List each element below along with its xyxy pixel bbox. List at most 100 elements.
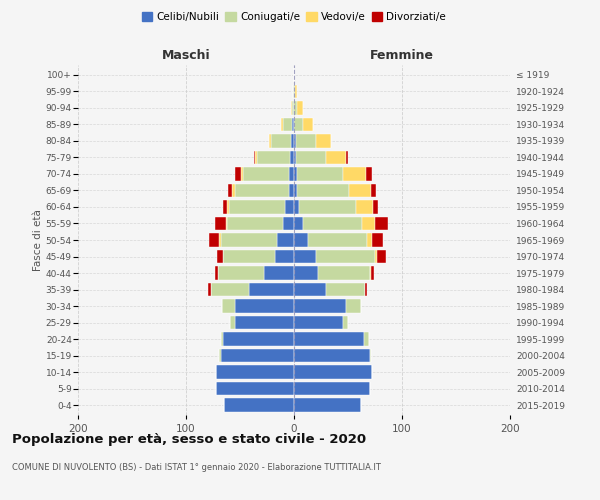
Bar [226, 216, 227, 230]
Bar [294, 118, 302, 131]
Bar [211, 283, 248, 296]
Bar [227, 216, 283, 230]
Bar [292, 101, 294, 114]
Bar [373, 200, 378, 214]
Bar [230, 316, 235, 330]
Bar [221, 300, 235, 313]
Bar [294, 382, 370, 396]
Bar [235, 167, 241, 180]
Bar [224, 398, 294, 412]
Bar [367, 233, 372, 247]
Bar [275, 250, 294, 264]
Bar [293, 84, 294, 98]
Bar [286, 200, 294, 214]
Bar [229, 200, 286, 214]
Bar [294, 349, 370, 362]
Bar [294, 84, 295, 98]
Bar [346, 150, 348, 164]
Bar [227, 200, 229, 214]
Bar [294, 184, 297, 197]
Text: COMUNE DI NUVOLENTO (BS) - Dati ISTAT 1° gennaio 2020 - Elaborazione TUTTITALIA.: COMUNE DI NUVOLENTO (BS) - Dati ISTAT 1°… [12, 462, 381, 471]
Bar [318, 266, 370, 280]
Bar [235, 300, 294, 313]
Bar [294, 300, 346, 313]
Bar [223, 250, 275, 264]
Bar [294, 266, 318, 280]
Bar [297, 101, 302, 114]
Bar [291, 134, 294, 147]
Bar [257, 150, 290, 164]
Bar [294, 398, 361, 412]
Bar [295, 84, 297, 98]
Bar [220, 349, 221, 362]
Bar [294, 283, 326, 296]
Bar [235, 184, 289, 197]
Bar [290, 150, 294, 164]
Bar [228, 184, 232, 197]
Bar [232, 184, 235, 197]
Bar [218, 266, 264, 280]
Y-axis label: Fasce di età: Fasce di età [33, 209, 43, 271]
Bar [271, 134, 291, 147]
Bar [375, 216, 388, 230]
Text: Popolazione per età, sesso e stato civile - 2020: Popolazione per età, sesso e stato civil… [12, 432, 366, 446]
Bar [343, 167, 367, 180]
Bar [223, 200, 227, 214]
Bar [294, 101, 297, 114]
Bar [217, 250, 223, 264]
Bar [364, 332, 368, 346]
Bar [283, 118, 292, 131]
Bar [221, 332, 223, 346]
Bar [294, 233, 308, 247]
Bar [241, 167, 243, 180]
Bar [365, 283, 367, 296]
Bar [297, 184, 349, 197]
Bar [370, 349, 371, 362]
Bar [235, 316, 294, 330]
Bar [294, 366, 372, 379]
Bar [349, 184, 371, 197]
Bar [209, 233, 220, 247]
Bar [294, 332, 364, 346]
Bar [294, 200, 299, 214]
Bar [375, 250, 377, 264]
Bar [255, 150, 257, 164]
Bar [281, 118, 283, 131]
Bar [254, 150, 255, 164]
Bar [221, 349, 294, 362]
Bar [308, 233, 367, 247]
Bar [215, 266, 218, 280]
Bar [220, 233, 221, 247]
Bar [292, 118, 294, 131]
Bar [277, 233, 294, 247]
Bar [297, 167, 343, 180]
Bar [316, 250, 375, 264]
Bar [264, 266, 294, 280]
Bar [371, 266, 374, 280]
Bar [326, 150, 346, 164]
Bar [346, 300, 361, 313]
Text: Femmine: Femmine [370, 48, 434, 62]
Bar [223, 332, 294, 346]
Bar [296, 150, 326, 164]
Bar [289, 167, 294, 180]
Bar [294, 150, 296, 164]
Text: Maschi: Maschi [161, 48, 211, 62]
Bar [294, 250, 316, 264]
Bar [215, 216, 226, 230]
Bar [248, 283, 294, 296]
Bar [377, 250, 386, 264]
Bar [367, 167, 372, 180]
Bar [296, 134, 316, 147]
Bar [316, 134, 331, 147]
Bar [283, 216, 294, 230]
Bar [269, 134, 271, 147]
Bar [326, 283, 365, 296]
Bar [370, 266, 371, 280]
Bar [216, 366, 294, 379]
Bar [294, 167, 297, 180]
Bar [302, 216, 362, 230]
Bar [294, 316, 343, 330]
Bar [208, 283, 211, 296]
Bar [291, 101, 292, 114]
